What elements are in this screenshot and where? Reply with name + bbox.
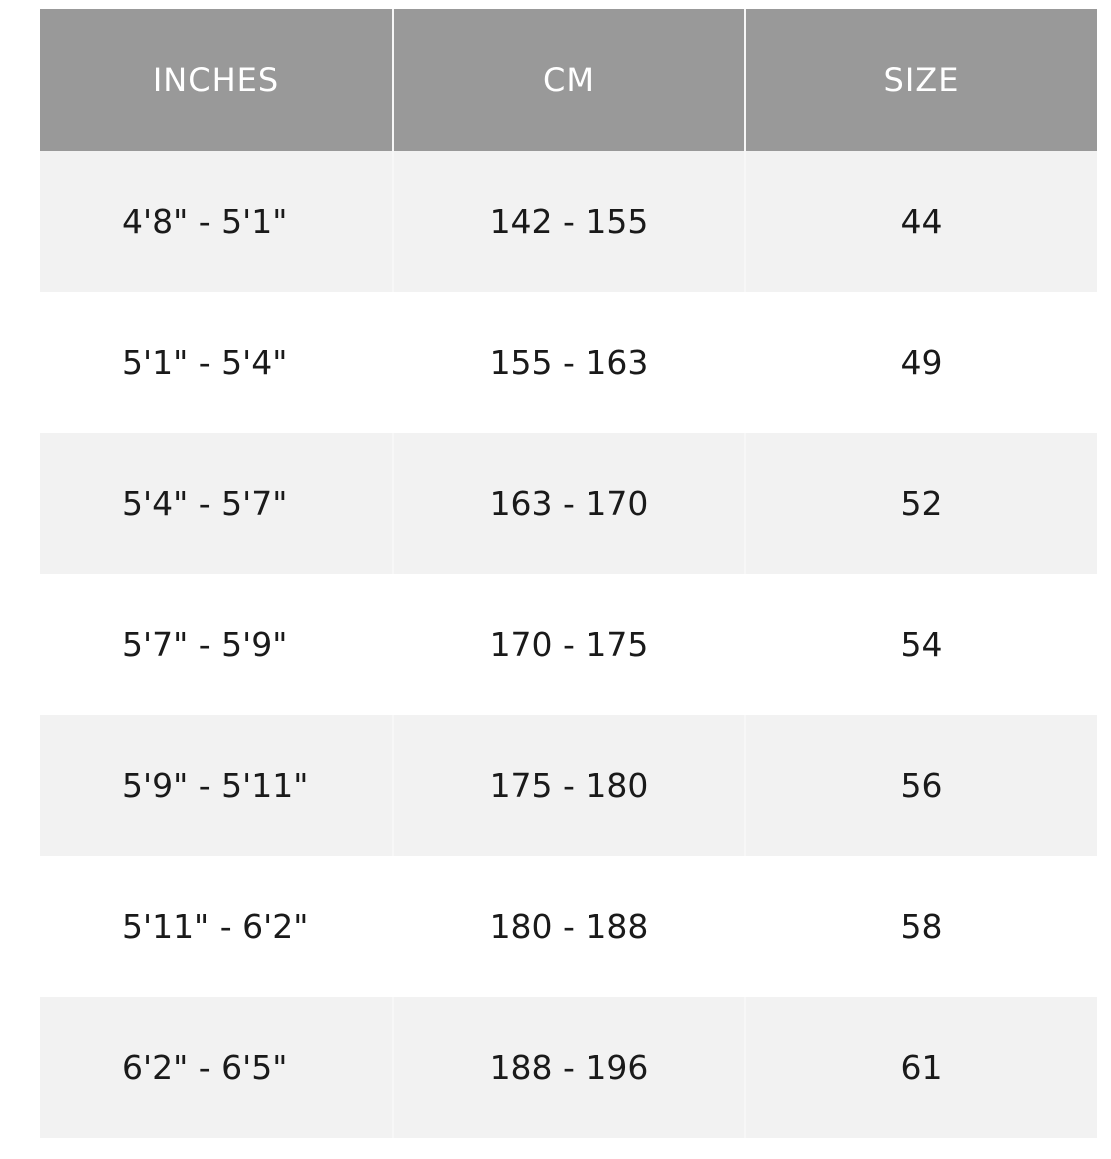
column-header-inches: INCHES <box>40 9 392 151</box>
cell-cm: 163 - 170 <box>392 433 744 574</box>
cell-size: 56 <box>744 715 1097 856</box>
cell-inches: 5'1" - 5'4" <box>40 292 392 433</box>
table-row: 5'7" - 5'9" 170 - 175 54 <box>40 574 1097 715</box>
header-row: INCHES CM SIZE <box>40 9 1097 151</box>
cell-inches: 4'8" - 5'1" <box>40 151 392 292</box>
cell-cm: 170 - 175 <box>392 574 744 715</box>
cell-cm: 175 - 180 <box>392 715 744 856</box>
cell-cm: 188 - 196 <box>392 997 744 1138</box>
cell-size: 49 <box>744 292 1097 433</box>
column-header-size: SIZE <box>744 9 1097 151</box>
cell-cm: 180 - 188 <box>392 856 744 997</box>
cell-size: 61 <box>744 997 1097 1138</box>
cell-inches: 5'9" - 5'11" <box>40 715 392 856</box>
table-row: 5'4" - 5'7" 163 - 170 52 <box>40 433 1097 574</box>
cell-inches: 5'4" - 5'7" <box>40 433 392 574</box>
size-chart-table: INCHES CM SIZE 4'8" - 5'1" 142 - 155 44 5'1" … <box>40 9 1097 1138</box>
cell-size: 58 <box>744 856 1097 997</box>
table-row: 6'2" - 6'5" 188 - 196 61 <box>40 997 1097 1138</box>
cell-inches: 5'11" - 6'2" <box>40 856 392 997</box>
table-row: 5'9" - 5'11" 175 - 180 56 <box>40 715 1097 856</box>
cell-size: 44 <box>744 151 1097 292</box>
table-body: 4'8" - 5'1" 142 - 155 44 5'1" - 5'4" 155 - 1… <box>40 151 1097 1138</box>
table-header: INCHES CM SIZE <box>40 9 1097 151</box>
cell-size: 52 <box>744 433 1097 574</box>
cell-inches: 6'2" - 6'5" <box>40 997 392 1138</box>
cell-size: 54 <box>744 574 1097 715</box>
cell-cm: 155 - 163 <box>392 292 744 433</box>
table-row: 5'1" - 5'4" 155 - 163 49 <box>40 292 1097 433</box>
cell-cm: 142 - 155 <box>392 151 744 292</box>
table-row: 5'11" - 6'2" 180 - 188 58 <box>40 856 1097 997</box>
column-header-cm: CM <box>392 9 744 151</box>
cell-inches: 5'7" - 5'9" <box>40 574 392 715</box>
table-row: 4'8" - 5'1" 142 - 155 44 <box>40 151 1097 292</box>
